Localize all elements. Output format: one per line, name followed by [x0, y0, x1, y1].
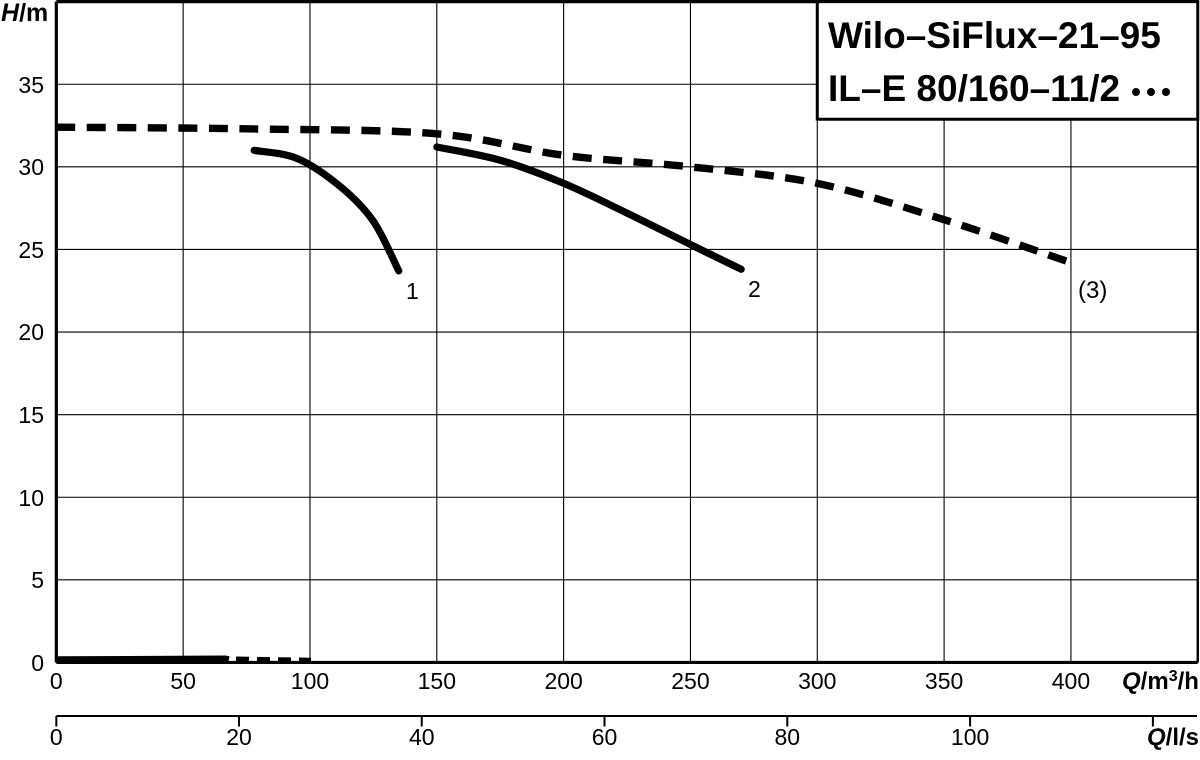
svg-text:50: 50	[170, 668, 196, 694]
svg-text:0: 0	[50, 724, 63, 750]
svg-text:30: 30	[18, 154, 44, 180]
svg-text:200: 200	[544, 668, 582, 694]
svg-text:40: 40	[409, 724, 435, 750]
svg-text:35: 35	[18, 72, 44, 98]
svg-text:Q/m3/h: Q/m3/h	[1122, 668, 1199, 695]
svg-text:15: 15	[18, 402, 44, 428]
svg-text:350: 350	[925, 668, 963, 694]
svg-text:250: 250	[671, 668, 709, 694]
svg-text:Wilo–SiFlux–21–95: Wilo–SiFlux–21–95	[828, 15, 1161, 56]
svg-text:(3): (3)	[1078, 277, 1107, 304]
svg-text:150: 150	[418, 668, 456, 694]
svg-text:2: 2	[748, 276, 761, 302]
svg-text:0: 0	[31, 650, 44, 676]
svg-text:25: 25	[18, 237, 44, 263]
svg-text:IL–E 80/160–11/2: IL–E 80/160–11/2	[828, 68, 1120, 109]
svg-text:60: 60	[592, 724, 618, 750]
svg-text:5: 5	[31, 567, 44, 593]
svg-text:20: 20	[18, 319, 44, 345]
svg-text:10: 10	[18, 485, 44, 511]
svg-text:100: 100	[951, 724, 989, 750]
svg-text:400: 400	[1052, 668, 1090, 694]
svg-text:80: 80	[775, 724, 801, 750]
svg-text:0: 0	[50, 668, 63, 694]
svg-text:H/m: H/m	[1, 0, 48, 27]
svg-text:1: 1	[406, 278, 419, 304]
svg-text:20: 20	[226, 724, 252, 750]
svg-text:100: 100	[291, 668, 329, 694]
svg-text:Q/l/s: Q/l/s	[1147, 724, 1199, 751]
svg-text:300: 300	[798, 668, 836, 694]
